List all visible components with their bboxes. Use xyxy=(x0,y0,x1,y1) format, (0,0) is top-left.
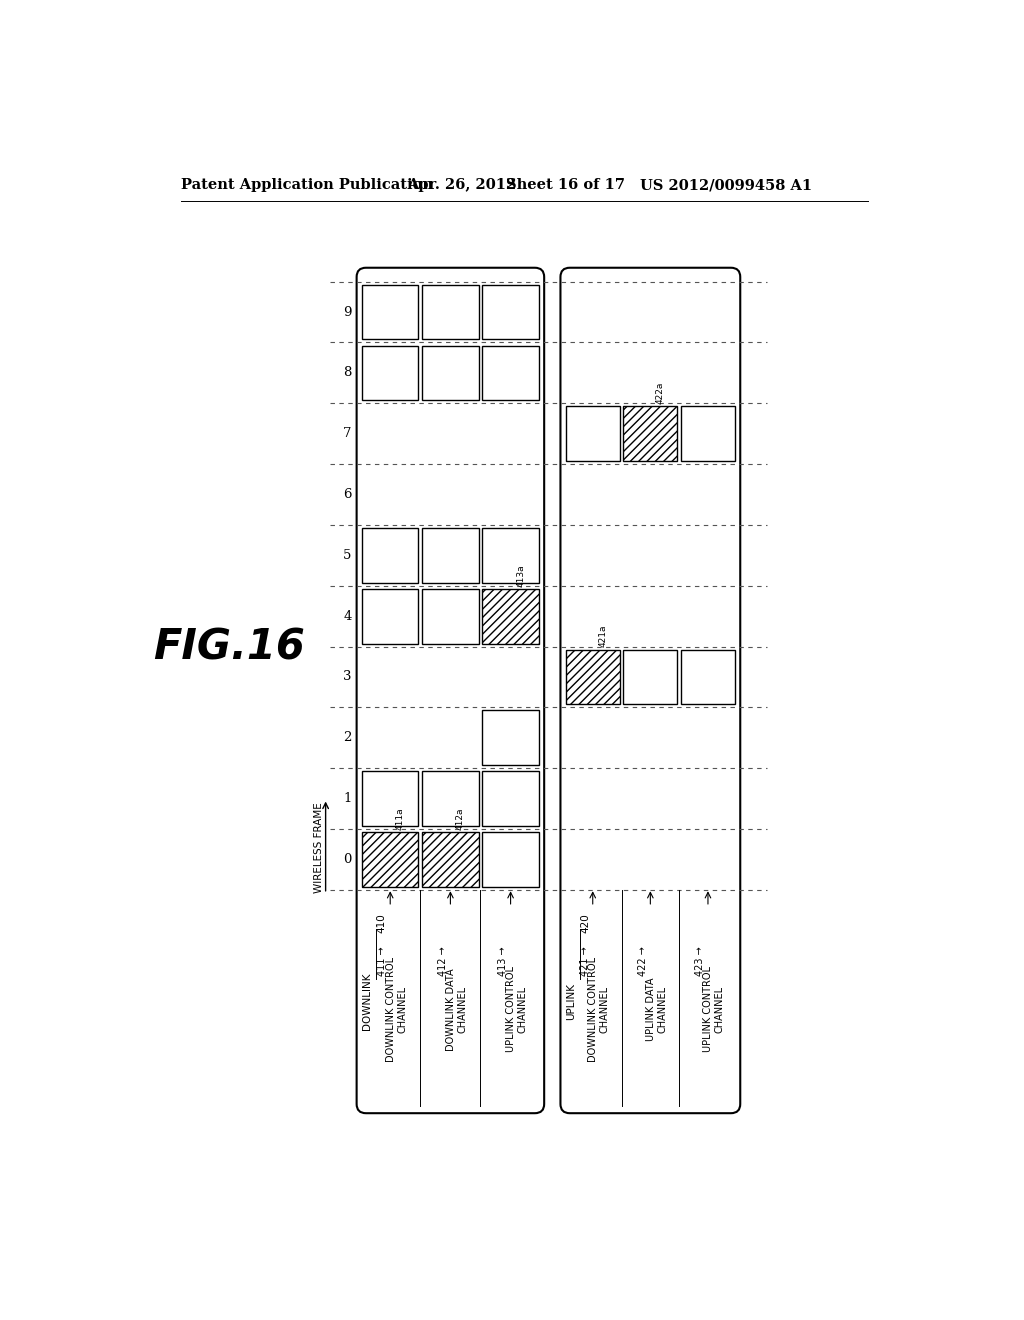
Text: Apr. 26, 2012: Apr. 26, 2012 xyxy=(407,178,516,193)
Text: 413a: 413a xyxy=(516,564,525,586)
Text: 420: 420 xyxy=(581,913,591,933)
Text: DOWNLINK CONTROL
CHANNEL: DOWNLINK CONTROL CHANNEL xyxy=(588,957,609,1061)
Bar xyxy=(362,346,419,400)
Text: 421 →: 421 → xyxy=(580,946,590,977)
Text: DOWNLINK DATA
CHANNEL: DOWNLINK DATA CHANNEL xyxy=(445,968,467,1051)
Bar xyxy=(362,285,419,339)
Bar xyxy=(422,832,478,887)
FancyBboxPatch shape xyxy=(560,268,740,1113)
Text: 412a: 412a xyxy=(456,808,465,830)
Bar xyxy=(624,649,677,705)
Text: 9: 9 xyxy=(343,305,351,318)
Bar xyxy=(681,407,735,461)
Text: DOWNLINK: DOWNLINK xyxy=(362,973,373,1031)
Text: 6: 6 xyxy=(343,488,351,502)
Bar xyxy=(422,589,478,644)
Text: UPLINK: UPLINK xyxy=(566,983,577,1020)
Bar xyxy=(566,649,620,705)
Text: DOWNLINK CONTROL
CHANNEL: DOWNLINK CONTROL CHANNEL xyxy=(386,957,408,1061)
Text: 0: 0 xyxy=(343,853,351,866)
Text: FIG.16: FIG.16 xyxy=(153,627,305,668)
Bar xyxy=(362,589,419,644)
Bar xyxy=(482,832,539,887)
Text: 2: 2 xyxy=(343,731,351,744)
Text: 4: 4 xyxy=(343,610,351,623)
Bar xyxy=(482,285,539,339)
Text: 422a: 422a xyxy=(655,381,665,404)
Text: UPLINK DATA
CHANNEL: UPLINK DATA CHANNEL xyxy=(646,978,668,1041)
Text: 7: 7 xyxy=(343,428,351,440)
Bar xyxy=(624,407,677,461)
Text: 8: 8 xyxy=(343,367,351,379)
Text: Sheet 16 of 17: Sheet 16 of 17 xyxy=(506,178,626,193)
Bar xyxy=(482,589,539,644)
Bar xyxy=(482,710,539,766)
Bar xyxy=(482,528,539,582)
Text: 422 →: 422 → xyxy=(638,946,647,977)
Bar xyxy=(422,528,478,582)
Bar xyxy=(482,346,539,400)
Bar xyxy=(422,771,478,826)
Text: US 2012/0099458 A1: US 2012/0099458 A1 xyxy=(640,178,812,193)
Text: 1: 1 xyxy=(343,792,351,805)
Text: 412 →: 412 → xyxy=(437,946,447,977)
Bar xyxy=(681,649,735,705)
Text: 413 →: 413 → xyxy=(498,946,508,977)
Text: 3: 3 xyxy=(343,671,351,684)
Text: UPLINK CONTROL
CHANNEL: UPLINK CONTROL CHANNEL xyxy=(703,966,725,1052)
Text: 423 →: 423 → xyxy=(695,946,706,977)
FancyBboxPatch shape xyxy=(356,268,544,1113)
Text: 410: 410 xyxy=(377,913,387,933)
Text: WIRELESS FRAME: WIRELESS FRAME xyxy=(314,803,325,892)
Bar xyxy=(362,528,419,582)
Bar xyxy=(422,346,478,400)
Text: 5: 5 xyxy=(343,549,351,562)
Text: UPLINK CONTROL
CHANNEL: UPLINK CONTROL CHANNEL xyxy=(506,966,527,1052)
Text: 421a: 421a xyxy=(598,624,607,647)
Bar xyxy=(482,771,539,826)
Bar xyxy=(362,832,419,887)
Text: Patent Application Publication: Patent Application Publication xyxy=(180,178,433,193)
Bar xyxy=(422,285,478,339)
Bar xyxy=(362,771,419,826)
Text: 411a: 411a xyxy=(396,808,404,830)
Bar xyxy=(566,407,620,461)
Text: 411 →: 411 → xyxy=(378,946,387,977)
